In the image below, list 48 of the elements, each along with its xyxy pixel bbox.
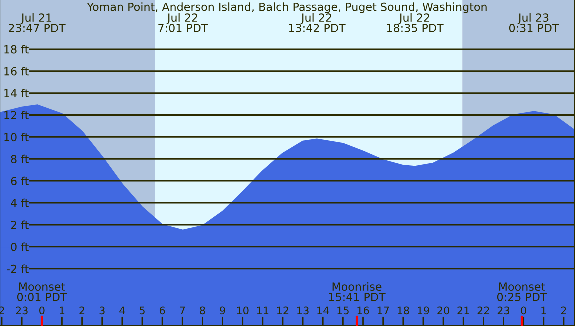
x-tick-label: 22	[478, 306, 490, 314]
x-tick-label: 3	[100, 306, 105, 315]
x-tick-label: 16	[358, 306, 370, 315]
annotation: Moonset 0:01 PDT	[17, 282, 68, 302]
x-tick-label: 18	[398, 306, 410, 315]
x-tick-label: 10	[237, 306, 249, 315]
x-tick-label: 14	[318, 306, 330, 314]
x-tick-label: 12	[278, 306, 289, 314]
x-tick-label: 13	[298, 306, 309, 315]
annotation: Moonset 0:25 PDT	[497, 282, 548, 302]
annotation: Moonrise 15:41 PDT	[329, 282, 386, 302]
annotation: Jul 21 23:47 PDT	[9, 13, 66, 32]
x-tick-label: 6	[160, 306, 166, 315]
chart-title: Yoman Point, Anderson Island, Balch Passage, Puget Sound, Washington	[87, 2, 487, 14]
y-tick-label: 12 ft	[4, 111, 29, 120]
x-tick-label: 5	[140, 306, 145, 315]
y-tick-label: 4 ft	[11, 198, 29, 208]
y-tick-label: -2 ft	[7, 264, 29, 274]
annotation: Jul 22 13:42 PDT	[289, 13, 346, 32]
y-tick-label: 0 ft	[11, 242, 29, 252]
annotation: Jul 23 0:31 PDT	[509, 13, 560, 32]
x-tick-label: 20	[438, 306, 450, 315]
x-tick-label: 23	[16, 306, 28, 315]
y-tick-label: 8 ft	[11, 154, 29, 164]
x-tick-label: 1	[542, 306, 546, 314]
annotation: Jul 22 7:01 PDT	[158, 13, 208, 32]
y-tick-label: 14 ft	[4, 89, 29, 98]
y-tick-label: 6 ft	[11, 176, 29, 186]
x-tick-label: 7	[180, 306, 186, 314]
x-tick-label: 8	[200, 306, 206, 315]
x-tick-label: 11	[257, 306, 269, 314]
x-tick-label: 23	[498, 306, 510, 315]
annotation: Jul 22 18:35 PDT	[387, 13, 444, 32]
x-tick-label: 2	[561, 306, 566, 314]
x-tick-label: 1	[60, 306, 65, 314]
x-tick-label: 0	[40, 306, 45, 315]
y-tick-label: 10 ft	[4, 132, 29, 142]
x-tick-label: 19	[418, 306, 430, 315]
x-tick-label: 15	[338, 306, 349, 315]
x-tick-label: 21	[458, 306, 470, 314]
x-tick-label: 0	[521, 306, 526, 315]
y-tick-label: 18 ft	[4, 45, 29, 54]
y-tick-label: 2 ft	[11, 220, 29, 230]
y-tick-label: 16 ft	[4, 67, 29, 76]
x-tick-label: 17	[378, 306, 390, 314]
x-tick-label: 9	[220, 306, 226, 315]
x-tick-label: 4	[120, 306, 126, 314]
x-tick-label: 2	[80, 306, 85, 314]
